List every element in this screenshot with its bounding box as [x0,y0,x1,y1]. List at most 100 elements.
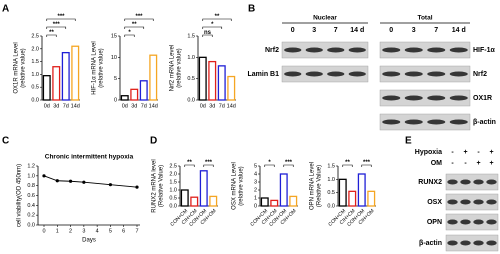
condition-value: - [464,160,467,167]
x-tick-label: 2 [69,228,72,234]
blot-strip [445,213,499,231]
significance-label: *** [57,14,65,20]
y-tick-label: 1.0 [169,187,177,193]
line-series [43,175,138,188]
x-tick-label: 3d [53,103,59,109]
blot-band [460,199,471,205]
blot-band [460,179,471,185]
y-tick-label: 0.5 [187,76,195,82]
blot-band [486,219,497,225]
y-tick-label: 1 [254,195,257,201]
bar [71,45,80,101]
blot-band [382,119,401,125]
significance-bracket [124,26,145,29]
blot-band [460,219,471,225]
bar [120,95,129,101]
data-point [42,174,46,178]
blot-band [449,119,468,125]
y-tick-label: 0.0 [327,203,335,209]
x-tick-label: 14d [71,103,80,109]
blot-band [473,240,484,246]
y-axis-label: (relative value) [177,48,183,87]
blot-band [460,240,471,246]
significance-label: * [268,160,271,166]
panel-letter: B [248,4,255,15]
y-tick-label: 1.5 [31,59,39,65]
significance-label: * [211,22,214,28]
blot-band [449,71,468,77]
y-axis-label: (relative value) [239,166,245,205]
significance-bracket [361,164,372,167]
bar [227,75,236,101]
y-tick-label: 0.0 [187,97,195,103]
blot-band [473,219,484,225]
bar [190,196,199,207]
y-tick-label: 0.5 [169,195,177,201]
condition-value: - [451,160,454,167]
panel-letter: D [150,136,157,147]
significance-label: *** [53,22,61,28]
bar [367,190,376,207]
x-tick-label: 3d [131,103,137,109]
blot-row-label: β-actin [419,240,442,247]
blot-band [427,71,446,77]
bar [130,88,139,101]
blot-band [284,71,302,77]
y-tick-label: 5 [254,163,257,169]
x-tick-label: 6 [122,228,125,234]
blot-band [284,47,302,53]
significance-bracket [46,18,76,21]
blot-band [305,71,323,77]
panel-letter: A [2,4,9,15]
lane-label: 3 [312,27,316,34]
panel-letter: E [405,136,412,147]
blot-band [486,179,497,185]
y-tick-label: 0.8 [27,183,35,189]
y-axis-label: RUNX2 mRNA level [152,159,158,212]
x-tick-label: 3d [209,103,215,109]
y-tick-label: 2.0 [31,46,39,52]
blot-band [449,47,468,53]
data-point [55,179,59,183]
x-tick-label: 7d [219,103,225,109]
blot-band [473,199,484,205]
blot-band [305,47,323,53]
blot-row-label: HIF-1α [473,47,496,54]
lane-label: 14 d [350,27,364,34]
lane-label: 14 d [452,27,466,34]
y-axis-label: Nrf2 mRNA Level [170,45,176,91]
blot-band [348,47,366,53]
blot-row-label: Lamin B1 [247,71,279,78]
bar [199,170,208,207]
blot-strip [379,89,471,107]
significance-bracket [202,34,213,37]
blot-row-label: OPN [427,219,442,226]
blot-band [382,71,401,77]
significance-label: *** [363,160,371,166]
bar [338,178,347,207]
y-tick-label: 0.2 [27,213,35,219]
data-point [82,180,86,184]
blot-band [404,119,423,125]
condition-value: - [451,149,454,156]
y-axis-label: OSX mRNA Level [232,162,238,210]
blot-row-label: Nrf2 [265,47,279,54]
y-tick-label: 1.0 [327,177,335,183]
significance-label: *** [135,14,143,20]
blot-band [486,199,497,205]
blot-band [404,71,423,77]
y-tick-label: 2.5 [31,33,39,39]
data-point [135,185,139,189]
blot-band [404,95,423,101]
blot-band [447,240,458,246]
y-axis-label: (relative value) [99,48,105,87]
significance-label: *** [285,160,293,166]
blot-band [427,119,446,125]
bar [42,75,51,101]
significance-label: ns [204,30,212,36]
y-tick-label: 0.0 [169,203,177,209]
y-tick-label: 0.4 [27,203,35,209]
y-tick-label: 1.0 [27,173,35,179]
x-tick-label: 7d [63,103,69,109]
